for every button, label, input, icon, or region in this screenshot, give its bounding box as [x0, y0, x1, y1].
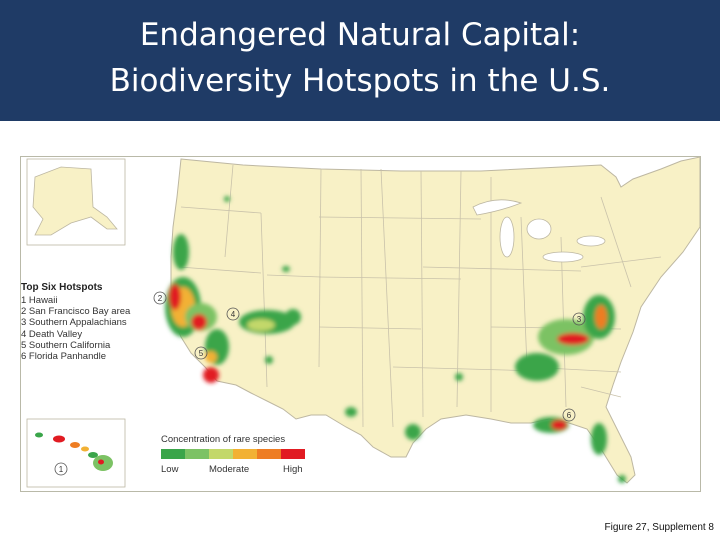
scale-label-high: High: [283, 464, 303, 475]
scale-swatch: [281, 449, 305, 459]
marker-3-label: 3: [577, 315, 582, 324]
scale-label-moderate: Moderate: [209, 464, 250, 475]
map-svg: 2 4 5 3 6 1: [26, 157, 700, 488]
marker-6-label: 6: [567, 411, 572, 420]
scale-title: Concentration of rare species: [161, 434, 286, 445]
hotspot-item: 3 Southern Appalachians: [21, 317, 127, 329]
hotspot-map: 2 4 5 3 6 1 Top Six Hotspots 1 Hawaii 2 …: [20, 156, 701, 492]
scale-swatch: [257, 449, 281, 459]
scale-swatch: [161, 449, 185, 459]
hawaii-inset: [26, 418, 126, 488]
title-line-2: Biodiversity Hotspots in the U.S.: [109, 63, 611, 99]
hotspot-item: 1 Hawaii: [21, 295, 58, 306]
great-lakes: [472, 199, 606, 263]
marker-2-label: 2: [158, 294, 163, 303]
hotspot-item: 6 Florida Panhandle: [21, 351, 107, 363]
hotspot-markers: [54, 291, 586, 476]
concentration-scale-bar: [161, 449, 305, 459]
figure-caption: Figure 27, Supplement 8: [604, 522, 714, 533]
rare-species-blobs: [165, 196, 626, 483]
state-borders: [178, 164, 662, 428]
marker-4-label: 4: [231, 310, 236, 319]
alaska-inset: [26, 158, 126, 246]
hotspot-list: 1 Hawaii 2 San Francisco Bay area 3 Sout…: [21, 295, 130, 362]
scale-swatch: [209, 449, 233, 459]
title-bar: [0, 0, 720, 121]
legend-title: Top Six Hotspots: [21, 282, 103, 293]
hotspot-item: 5 Southern California: [21, 339, 111, 351]
scale-swatch: [233, 449, 257, 459]
scale-label-low: Low: [161, 464, 179, 475]
marker-5-label: 5: [199, 349, 204, 358]
scale-swatch: [185, 449, 209, 459]
title-line-1: Endangered Natural Capital:: [139, 17, 581, 53]
hotspot-item: 4 Death Valley: [21, 328, 83, 340]
slide-title: Endangered Natural Capital: Biodiversity…: [0, 12, 720, 104]
marker-1-label: 1: [59, 465, 64, 474]
hotspot-item: 2 San Francisco Bay area: [21, 306, 131, 318]
scale-labels: Low Moderate High: [161, 464, 307, 476]
